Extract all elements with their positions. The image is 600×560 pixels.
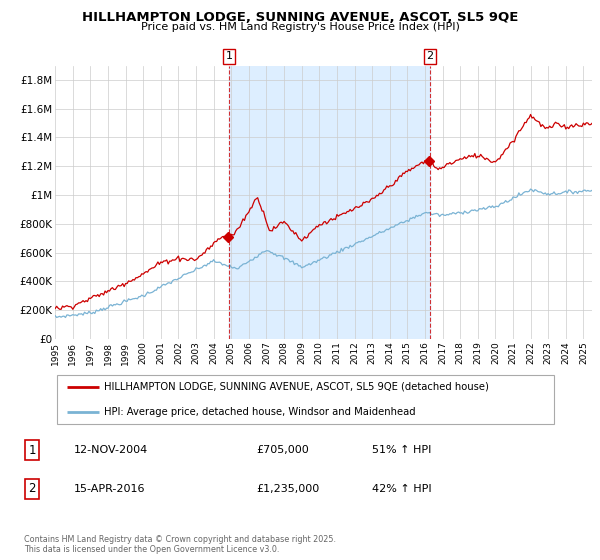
Text: HPI: Average price, detached house, Windsor and Maidenhead: HPI: Average price, detached house, Wind… [104,407,416,417]
Text: HILLHAMPTON LODGE, SUNNING AVENUE, ASCOT, SL5 9QE (detached house): HILLHAMPTON LODGE, SUNNING AVENUE, ASCOT… [104,382,489,391]
Text: 51% ↑ HPI: 51% ↑ HPI [372,445,431,455]
Text: HILLHAMPTON LODGE, SUNNING AVENUE, ASCOT, SL5 9QE: HILLHAMPTON LODGE, SUNNING AVENUE, ASCOT… [82,11,518,24]
Text: Contains HM Land Registry data © Crown copyright and database right 2025.
This d: Contains HM Land Registry data © Crown c… [24,535,336,554]
Text: 1: 1 [226,52,232,62]
FancyBboxPatch shape [56,375,554,424]
Text: 2: 2 [427,52,434,62]
Bar [229,66,430,339]
Text: 15-APR-2016: 15-APR-2016 [74,484,145,494]
Text: 42% ↑ HPI: 42% ↑ HPI [372,484,431,494]
Text: 12-NOV-2004: 12-NOV-2004 [74,445,148,455]
Text: 2: 2 [29,483,36,496]
Text: £705,000: £705,000 [256,445,308,455]
Text: £1,235,000: £1,235,000 [256,484,319,494]
Text: Price paid vs. HM Land Registry's House Price Index (HPI): Price paid vs. HM Land Registry's House … [140,22,460,32]
Text: 1: 1 [29,444,36,456]
